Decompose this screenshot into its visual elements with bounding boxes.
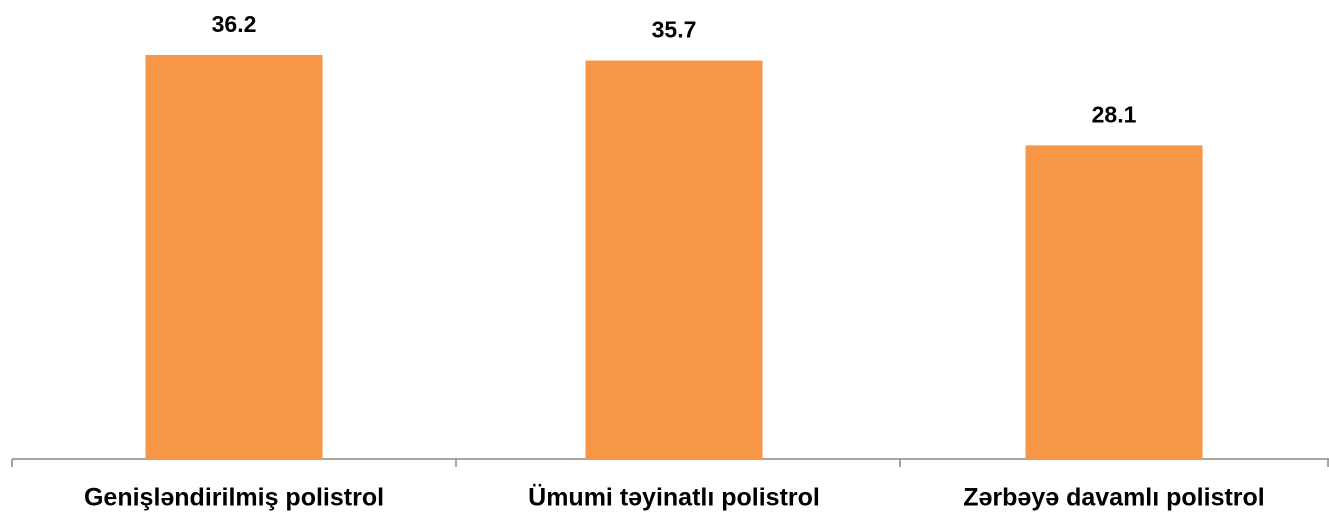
x-tick-label: Zərbəyə davamlı polistrol — [963, 484, 1265, 512]
value-label: 36.2 — [212, 11, 257, 37]
x-tick-label: Genişləndirilmiş polistrol — [84, 484, 384, 512]
bar — [585, 60, 763, 459]
value-label: 28.1 — [1092, 101, 1137, 127]
x-tick-label: Ümumi təyinatlı polistrol — [528, 483, 820, 512]
value-label: 35.7 — [652, 17, 697, 43]
bar — [145, 55, 323, 459]
bar — [1025, 145, 1203, 459]
